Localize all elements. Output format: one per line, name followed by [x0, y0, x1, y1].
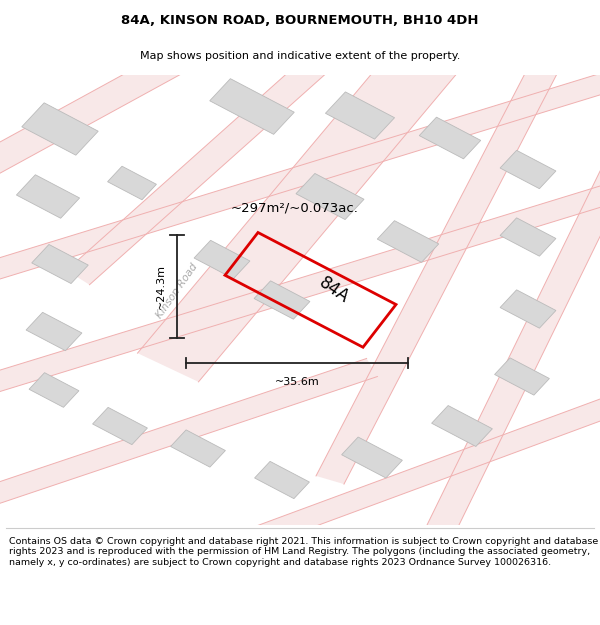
Polygon shape [16, 175, 80, 218]
Polygon shape [0, 42, 202, 184]
Polygon shape [341, 437, 403, 478]
Text: ~24.3m: ~24.3m [156, 264, 166, 309]
Polygon shape [194, 241, 250, 279]
Text: 84A: 84A [316, 273, 353, 306]
Polygon shape [29, 372, 79, 408]
Polygon shape [22, 103, 98, 155]
Polygon shape [296, 174, 364, 219]
Polygon shape [500, 218, 556, 256]
Polygon shape [0, 178, 600, 399]
Polygon shape [431, 406, 493, 446]
Polygon shape [26, 312, 82, 351]
Polygon shape [210, 79, 294, 134]
Polygon shape [377, 221, 439, 262]
Polygon shape [0, 66, 600, 287]
Polygon shape [494, 358, 550, 395]
Polygon shape [92, 408, 148, 444]
Text: Contains OS data © Crown copyright and database right 2021. This information is : Contains OS data © Crown copyright and d… [9, 537, 598, 567]
Polygon shape [0, 359, 377, 511]
Text: ~297m²/~0.073ac.: ~297m²/~0.073ac. [231, 201, 359, 214]
Polygon shape [137, 38, 463, 382]
Polygon shape [500, 151, 556, 189]
Polygon shape [254, 461, 310, 499]
Polygon shape [419, 117, 481, 159]
Polygon shape [500, 290, 556, 328]
Text: Map shows position and indicative extent of the property.: Map shows position and indicative extent… [140, 51, 460, 61]
Text: ~35.6m: ~35.6m [275, 378, 319, 388]
Polygon shape [170, 430, 226, 467]
Polygon shape [325, 92, 395, 139]
Polygon shape [222, 390, 600, 556]
Polygon shape [418, 139, 600, 551]
Polygon shape [254, 281, 310, 319]
Polygon shape [316, 48, 566, 484]
Polygon shape [67, 45, 341, 285]
Polygon shape [32, 244, 88, 284]
Polygon shape [107, 166, 157, 200]
Text: 84A, KINSON ROAD, BOURNEMOUTH, BH10 4DH: 84A, KINSON ROAD, BOURNEMOUTH, BH10 4DH [121, 14, 479, 28]
Text: Kinson Road: Kinson Road [154, 262, 200, 320]
